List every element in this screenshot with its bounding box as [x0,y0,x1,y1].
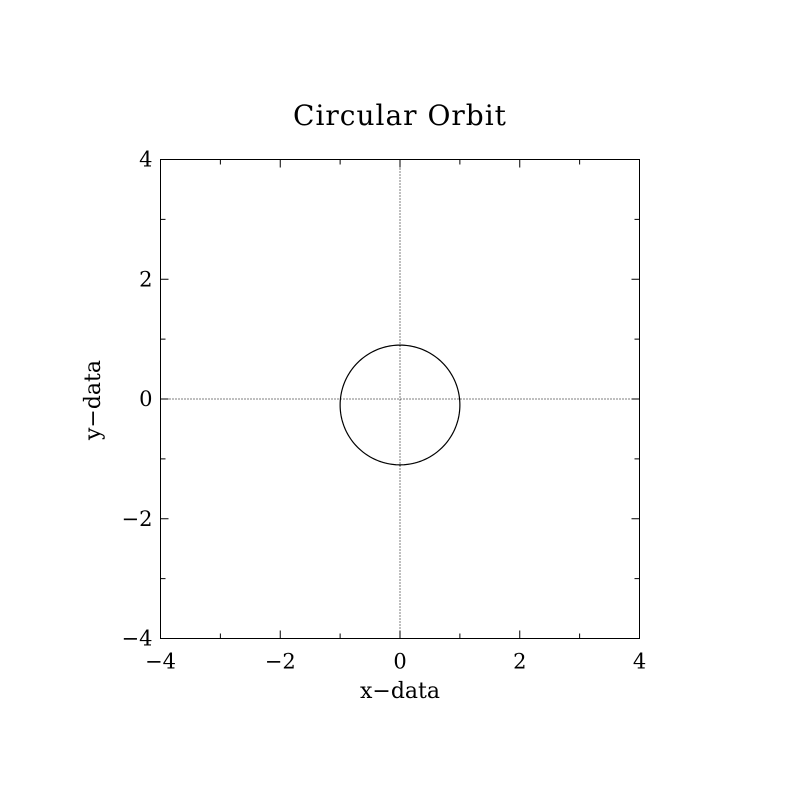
x-axis-label: x−data [360,679,440,704]
orbit-line-0 [339,344,461,466]
y-tick-label: −4 [122,627,153,651]
ticks-layer [160,159,640,639]
y-tick-label: −2 [122,507,153,531]
x-tick-label: −2 [265,650,296,674]
chart-title: Circular Orbit [293,99,507,132]
zero-lines [160,159,640,639]
y-axis-label: y−data [81,360,106,441]
x-tick-label: −4 [145,650,176,674]
y-tick-label: 4 [139,148,152,172]
orbit-layer [339,344,461,466]
y-tick-label: 2 [139,267,152,291]
y-tick-label: 0 [139,387,152,411]
x-tick-label: 0 [393,650,406,674]
plot-frame [160,159,640,639]
tick-labels-layer: −4 −2 0 2 4 −4 −2 0 2 4 [122,148,647,674]
x-tick-label: 4 [633,650,646,674]
x-tick-label: 2 [513,650,526,674]
